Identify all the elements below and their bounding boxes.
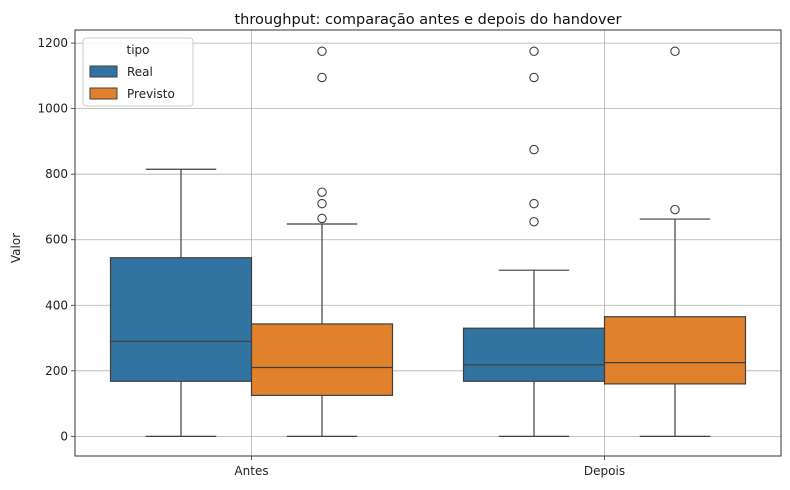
box-layer bbox=[109, 46, 747, 437]
box-real-depois bbox=[462, 46, 606, 437]
outlier-point bbox=[317, 198, 327, 209]
legend: tipo Real Previsto bbox=[82, 37, 194, 107]
x-tick-label: Depois bbox=[584, 464, 625, 478]
outlier-point bbox=[317, 213, 327, 224]
box-previsto-antes bbox=[250, 46, 394, 437]
legend-label: Real bbox=[127, 65, 153, 79]
y-tick-label: 400 bbox=[45, 298, 68, 312]
outlier-point bbox=[670, 204, 680, 215]
y-axis-label: Valor bbox=[9, 233, 23, 263]
y-tick-label: 800 bbox=[45, 167, 68, 181]
chart-title: throughput: comparação antes e depois do… bbox=[234, 12, 621, 28]
outlier-point bbox=[529, 216, 539, 227]
outlier-point bbox=[317, 187, 327, 197]
box-previsto-depois bbox=[603, 46, 747, 437]
iqr-box bbox=[603, 316, 747, 385]
y-tick-label: 600 bbox=[45, 233, 68, 247]
plot-frame bbox=[74, 29, 782, 457]
outlier-point bbox=[529, 46, 539, 57]
legend-label: Previsto bbox=[127, 87, 175, 101]
outlier-point bbox=[317, 72, 327, 83]
legend-swatch bbox=[89, 65, 118, 78]
outlier-point bbox=[529, 198, 539, 209]
iqr-box bbox=[462, 327, 606, 382]
outlier-point bbox=[317, 46, 327, 57]
axes: 0 200 400 600 800 1000 1200 Antes Depois bbox=[37, 36, 625, 478]
y-tick-label: 1000 bbox=[37, 102, 68, 116]
x-tick-label: Antes bbox=[234, 464, 268, 478]
legend-title: tipo bbox=[127, 43, 150, 57]
y-tick-label: 200 bbox=[45, 364, 68, 378]
iqr-box bbox=[250, 323, 394, 396]
iqr-box bbox=[109, 257, 253, 382]
y-tick-label: 0 bbox=[60, 429, 68, 443]
outlier-point bbox=[529, 72, 539, 83]
box-real-antes bbox=[109, 168, 253, 437]
legend-swatch bbox=[89, 87, 118, 100]
outlier-point bbox=[670, 46, 680, 57]
y-tick-label: 1200 bbox=[37, 36, 68, 50]
outlier-point bbox=[529, 144, 539, 155]
